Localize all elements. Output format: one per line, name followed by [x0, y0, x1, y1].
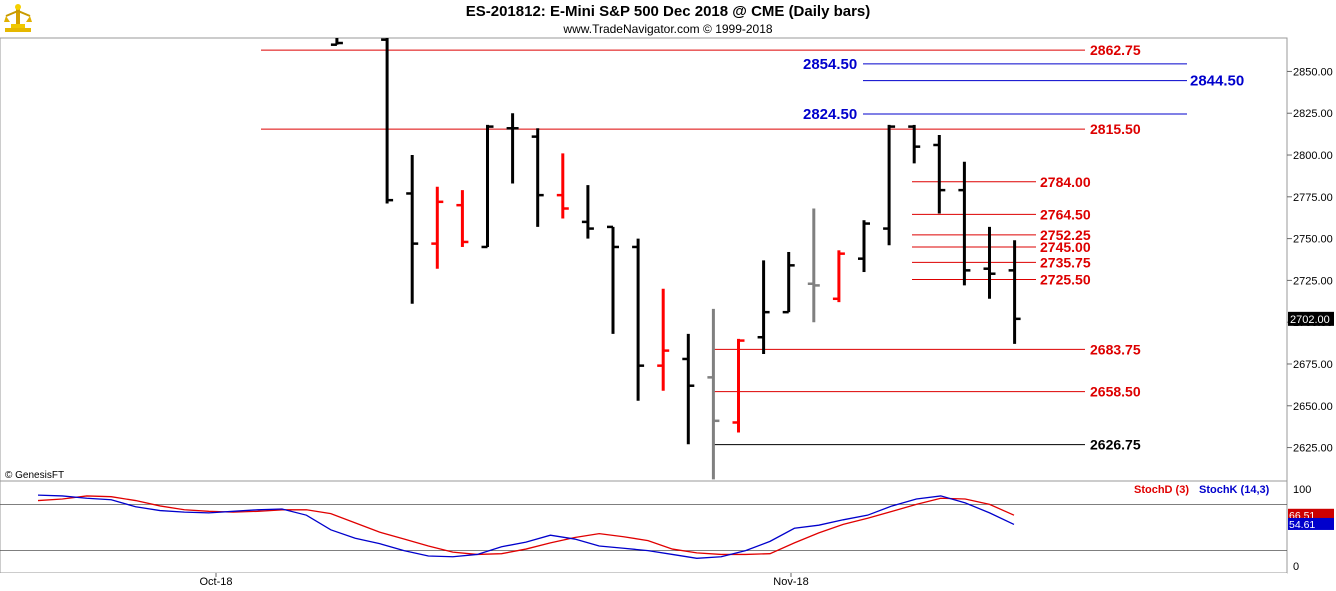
level-label: 2764.50: [1040, 206, 1091, 222]
level-label: 2854.50: [803, 56, 857, 73]
level-label: 2824.50: [803, 106, 857, 123]
price-tick-label: 2850.00: [1293, 66, 1333, 78]
ohlc-bar: [1008, 240, 1021, 344]
ohlc-bar: [657, 288, 670, 391]
price-tick-label: 2775.00: [1293, 192, 1333, 204]
ohlc-bar: [958, 161, 971, 286]
ohlc-bar: [682, 333, 695, 445]
stoch-k-last-label: 54.61: [1289, 519, 1315, 531]
stoch-d-line: [37, 495, 1015, 556]
ohlc-bar: [556, 153, 569, 219]
ohlc-bar: [933, 134, 946, 214]
stoch-k-legend: StochK (14,3): [1199, 484, 1270, 496]
ohlc-bar: [732, 338, 745, 433]
ohlc-bar: [707, 308, 720, 480]
ohlc-bar: [330, 38, 343, 46]
price-tick-label: 2750.00: [1293, 234, 1333, 246]
ohlc-bar: [782, 251, 795, 314]
ohlc-bar: [632, 238, 645, 401]
ohlc-bar: [506, 113, 519, 184]
chart-header: ES-201812: E-Mini S&P 500 Dec 2018 @ CME…: [0, 0, 1336, 38]
stochastic-panel-frame: [0, 480, 1288, 574]
ohlc-bar: [431, 186, 444, 269]
ohlc-bar: [983, 226, 996, 299]
price-axis: 2850.00 2825.00 2800.00 2775.00 2750.00 2725.…: [1287, 66, 1334, 455]
last-price-label: 2702.00: [1290, 314, 1330, 326]
level-label: 2752.25: [1040, 227, 1091, 243]
level-label: 2745.00: [1040, 239, 1091, 255]
ohlc-bar: [406, 155, 419, 304]
stoch-k-last-badge: [1288, 517, 1334, 530]
ohlc-bar: [456, 190, 469, 247]
level-label: 2735.75: [1040, 254, 1091, 270]
ohlc-bar: [883, 124, 896, 246]
price-levels: 2862.75 2854.50 2844.50 2824.50 2815.50 2784.…: [261, 42, 1244, 453]
ohlc-bar: [581, 185, 594, 239]
price-tick-label: 2800.00: [1293, 150, 1333, 162]
ohlc-bars: [330, 38, 1021, 480]
level-label: 2626.75: [1090, 437, 1141, 453]
genesis-logo-icon: [3, 2, 33, 34]
price-tick-label: 2625.00: [1293, 443, 1333, 455]
date-tick-label: Nov-18: [773, 576, 808, 588]
last-price-badge: [1288, 311, 1334, 326]
ohlc-bar: [908, 124, 921, 164]
date-tick-label: Oct-18: [199, 576, 232, 588]
stoch-d-last-badge: [1288, 508, 1334, 521]
stoch-k-line: [37, 494, 1015, 559]
ohlc-bar: [832, 250, 845, 303]
ohlc-bar: [607, 225, 619, 334]
level-label: 2725.50: [1040, 272, 1091, 288]
price-tick-label: 2650.00: [1293, 401, 1333, 413]
stochastic-tick-label: 100: [1293, 484, 1311, 496]
level-label: 2862.75: [1090, 42, 1141, 58]
level-label: 2784.00: [1040, 174, 1091, 190]
x-axis-panel: [0, 573, 1287, 591]
level-label: 2844.50: [1190, 73, 1244, 90]
stoch-d-legend: StochD (3): [1134, 484, 1189, 496]
chart-subtitle: www.TradeNavigator.com © 1999-2018: [563, 22, 773, 36]
ohlc-bar: [807, 208, 820, 323]
price-tick-label: 2675.00: [1293, 359, 1333, 371]
ohlc-bar: [381, 38, 394, 204]
level-label: 2815.50: [1090, 121, 1141, 137]
stochastic-tick-label: 0: [1293, 561, 1299, 573]
chart-title: ES-201812: E-Mini S&P 500 Dec 2018 @ CME…: [465, 3, 871, 20]
price-tick-label: 2825.00: [1293, 108, 1333, 120]
level-label: 2658.50: [1090, 384, 1141, 400]
ohlc-bar: [858, 220, 870, 273]
ohlc-bar: [481, 124, 494, 249]
watermark-text: © GenesisFT: [5, 470, 64, 481]
ohlc-bar: [757, 260, 770, 354]
price-tick-label: 2725.00: [1293, 275, 1333, 287]
price-panel-frame: [0, 37, 1288, 482]
ohlc-bar: [531, 128, 544, 227]
date-axis: Oct-18 Nov-18: [199, 573, 809, 588]
level-label: 2683.75: [1090, 341, 1141, 357]
